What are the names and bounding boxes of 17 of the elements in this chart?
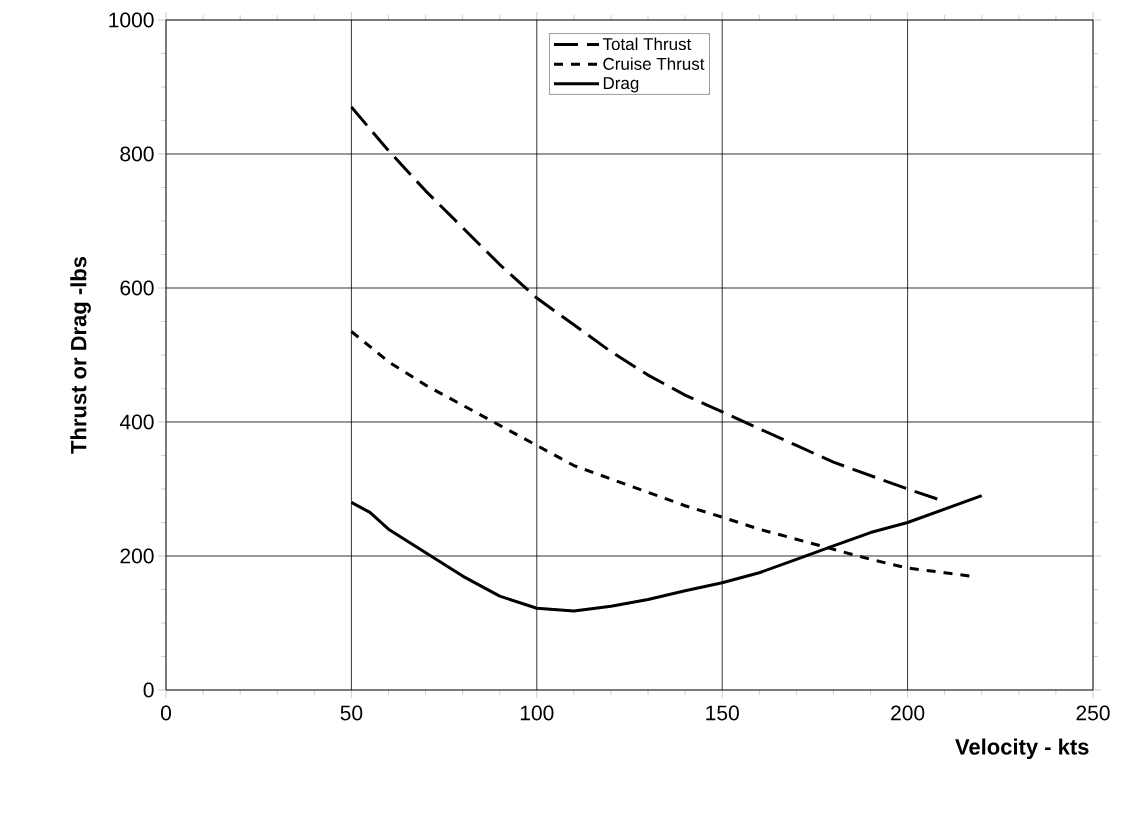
y-tick-label: 1000 [109, 12, 154, 28]
legend-label: Total Thrust [602, 37, 692, 51]
legend-label: Cruise Thrust [603, 57, 705, 70]
y-axis-title: Thrust or Drag -lbs [70, 256, 91, 454]
x-tick-label: 150 [706, 705, 739, 721]
x-tick-label: 0 [160, 705, 172, 721]
x-tick-label: 50 [340, 705, 363, 721]
legend-label: Drag [603, 77, 639, 93]
y-tick-label: 0 [143, 682, 154, 698]
x-tick-label: 250 [1076, 705, 1110, 721]
x-axis-title: Velocity - kts [955, 738, 1089, 760]
x-tick-label: 100 [520, 705, 554, 721]
y-tick-label: 400 [119, 414, 154, 430]
x-tick-label: 200 [891, 705, 925, 721]
y-tick-label: 600 [120, 280, 154, 296]
y-tick-label: 800 [120, 146, 154, 162]
y-tick-label: 200 [120, 548, 154, 564]
